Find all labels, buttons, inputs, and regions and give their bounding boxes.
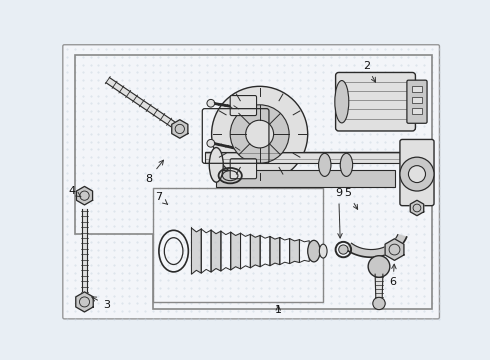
Bar — [205, 152, 402, 163]
Text: 7: 7 — [155, 192, 168, 204]
Text: 3: 3 — [92, 297, 110, 310]
Bar — [412, 108, 422, 114]
Circle shape — [373, 297, 385, 310]
Text: 2: 2 — [363, 61, 375, 82]
Polygon shape — [345, 235, 407, 257]
Polygon shape — [172, 120, 188, 138]
Polygon shape — [82, 209, 87, 294]
Circle shape — [230, 105, 289, 163]
Polygon shape — [250, 234, 260, 268]
Polygon shape — [106, 78, 178, 129]
Bar — [412, 86, 422, 93]
Text: 4: 4 — [69, 186, 81, 197]
Ellipse shape — [308, 240, 320, 262]
Polygon shape — [192, 228, 201, 274]
Circle shape — [207, 99, 215, 107]
Circle shape — [212, 86, 308, 182]
Circle shape — [368, 256, 390, 277]
Text: 8: 8 — [145, 160, 164, 184]
Text: 6: 6 — [390, 264, 396, 287]
Polygon shape — [211, 230, 221, 272]
Circle shape — [245, 120, 273, 148]
Circle shape — [207, 139, 215, 147]
Bar — [216, 170, 394, 187]
Polygon shape — [290, 239, 299, 264]
Bar — [153, 188, 323, 302]
Circle shape — [339, 245, 348, 254]
Text: 5: 5 — [344, 188, 358, 209]
FancyBboxPatch shape — [230, 159, 257, 179]
Text: 1: 1 — [275, 305, 282, 315]
FancyBboxPatch shape — [63, 45, 440, 319]
Ellipse shape — [319, 244, 327, 258]
Polygon shape — [410, 200, 424, 216]
Ellipse shape — [340, 153, 353, 176]
Text: 9: 9 — [335, 188, 342, 238]
Polygon shape — [270, 237, 280, 266]
Polygon shape — [76, 292, 93, 312]
FancyBboxPatch shape — [400, 139, 434, 206]
Ellipse shape — [335, 81, 349, 123]
Polygon shape — [231, 232, 241, 270]
Ellipse shape — [318, 153, 331, 176]
Polygon shape — [76, 186, 93, 205]
FancyBboxPatch shape — [230, 95, 257, 116]
Ellipse shape — [209, 148, 223, 182]
Polygon shape — [375, 274, 383, 301]
Circle shape — [400, 157, 434, 191]
FancyBboxPatch shape — [407, 80, 427, 123]
Bar — [412, 97, 422, 103]
FancyBboxPatch shape — [336, 72, 416, 131]
Polygon shape — [385, 239, 404, 260]
Circle shape — [409, 166, 425, 183]
